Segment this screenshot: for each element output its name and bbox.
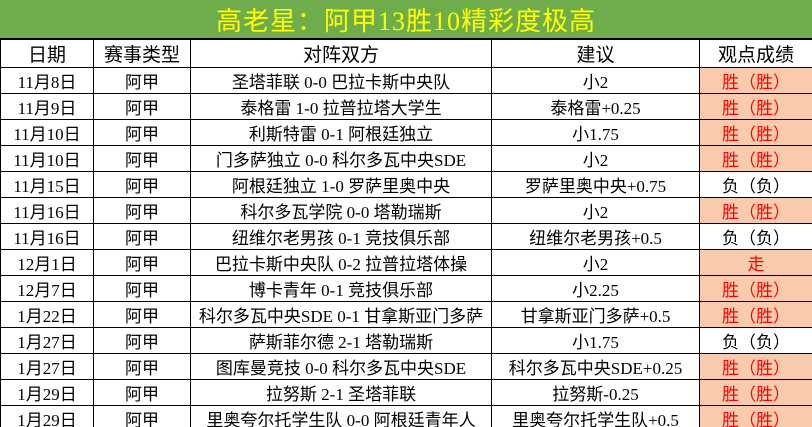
match-cell: 阿根廷独立 1-0 罗萨里奥中央 <box>190 171 492 198</box>
table-row: 11月15日 阿甲 阿根廷独立 1-0 罗萨里奥中央 罗萨里奥中央+0.75 负（负） <box>0 171 812 198</box>
date-cell: 11月8日 <box>0 67 94 94</box>
table-row: 11月8日 阿甲 圣塔菲联 0-0 巴拉卡斯中央队 小2 胜（胜） <box>0 67 812 94</box>
date-cell: 1月27日 <box>0 327 94 354</box>
results-table: 日期 赛事类型 对阵双方 建议 观点成绩 11月8日 阿甲 圣塔菲联 0-0 巴拉卡… <box>0 38 812 427</box>
column-header-league: 赛事类型 <box>93 38 191 68</box>
table-row: 11月9日 阿甲 泰格雷 1-0 拉普拉塔大学生 泰格雷+0.25 胜（胜） <box>0 93 812 120</box>
suggestion-cell: 小1.75 <box>491 119 700 146</box>
column-header-match: 对阵双方 <box>190 38 492 68</box>
match-cell: 科尔多瓦中央SDE 0-1 甘拿斯亚门多萨 <box>190 301 492 328</box>
match-cell: 萨斯菲尔德 2-1 塔勒瑞斯 <box>190 327 492 354</box>
league-cell: 阿甲 <box>93 93 191 120</box>
suggestion-cell: 小2 <box>491 249 700 276</box>
suggestion-cell: 小2 <box>491 67 700 94</box>
suggestion-cell: 小2.25 <box>491 275 700 302</box>
date-cell: 11月9日 <box>0 93 94 120</box>
league-cell: 阿甲 <box>93 223 191 250</box>
table-row: 1月22日 阿甲 科尔多瓦中央SDE 0-1 甘拿斯亚门多萨 甘拿斯亚门多萨+0.5 胜… <box>0 301 812 328</box>
league-cell: 阿甲 <box>93 171 191 198</box>
date-cell: 1月29日 <box>0 379 94 406</box>
match-cell: 拉努斯 2-1 圣塔菲联 <box>190 379 492 406</box>
date-cell: 11月10日 <box>0 119 94 146</box>
suggestion-cell: 小2 <box>491 197 700 224</box>
league-cell: 阿甲 <box>93 353 191 380</box>
date-cell: 11月10日 <box>0 145 94 172</box>
results-table-header: 日期 赛事类型 对阵双方 建议 观点成绩 <box>0 38 812 68</box>
match-cell: 巴拉卡斯中央队 0-2 拉普拉塔体操 <box>190 249 492 276</box>
date-cell: 11月16日 <box>0 197 94 224</box>
date-cell: 11月15日 <box>0 171 94 198</box>
match-cell: 圣塔菲联 0-0 巴拉卡斯中央队 <box>190 67 492 94</box>
suggestion-cell: 科尔多瓦中央SDE+0.25 <box>491 353 700 380</box>
table-row: 1月29日 阿甲 里奥夸尔托学生队 0-0 阿根廷青年人 里奥夸尔托学生队+0.5 胜（… <box>0 405 812 427</box>
result-cell: 胜（胜） <box>699 197 812 224</box>
suggestion-cell: 罗萨里奥中央+0.75 <box>491 171 700 198</box>
column-header-date: 日期 <box>0 38 94 68</box>
date-cell: 12月1日 <box>0 249 94 276</box>
suggestion-cell: 泰格雷+0.25 <box>491 93 700 120</box>
table-row: 1月27日 阿甲 图库曼竞技 0-0 科尔多瓦中央SDE 科尔多瓦中央SDE+0.25… <box>0 353 812 380</box>
suggestion-cell: 甘拿斯亚门多萨+0.5 <box>491 301 700 328</box>
date-cell: 11月16日 <box>0 223 94 250</box>
result-cell: 胜（胜） <box>699 93 812 120</box>
suggestion-cell: 拉努斯-0.25 <box>491 379 700 406</box>
league-cell: 阿甲 <box>93 67 191 94</box>
page-title: 高老星：阿甲13胜10精彩度极高 <box>215 6 596 36</box>
league-cell: 阿甲 <box>93 275 191 302</box>
header-row: 日期 赛事类型 对阵双方 建议 观点成绩 <box>0 38 812 68</box>
table-row: 11月10日 阿甲 利斯特雷 0-1 阿根廷独立 小1.75 胜（胜） <box>0 119 812 146</box>
match-cell: 博卡青年 0-1 竞技俱乐部 <box>190 275 492 302</box>
result-cell: 负（负） <box>699 223 812 250</box>
table-row: 11月16日 阿甲 纽维尔老男孩 0-1 竞技俱乐部 纽维尔老男孩+0.5 负（负） <box>0 223 812 250</box>
suggestion-cell: 里奥夸尔托学生队+0.5 <box>491 405 700 427</box>
league-cell: 阿甲 <box>93 379 191 406</box>
column-header-result: 观点成绩 <box>699 38 812 68</box>
league-cell: 阿甲 <box>93 327 191 354</box>
match-cell: 纽维尔老男孩 0-1 竞技俱乐部 <box>190 223 492 250</box>
match-cell: 门多萨独立 0-0 科尔多瓦中央SDE <box>190 145 492 172</box>
match-cell: 科尔多瓦学院 0-0 塔勒瑞斯 <box>190 197 492 224</box>
result-cell: 胜（胜） <box>699 275 812 302</box>
date-cell: 1月27日 <box>0 353 94 380</box>
result-cell: 胜（胜） <box>699 145 812 172</box>
table-row: 1月29日 阿甲 拉努斯 2-1 圣塔菲联 拉努斯-0.25 胜（胜） <box>0 379 812 406</box>
results-table-body: 11月8日 阿甲 圣塔菲联 0-0 巴拉卡斯中央队 小2 胜（胜） 11月9日 阿甲 泰格雷 … <box>0 67 812 427</box>
league-cell: 阿甲 <box>93 145 191 172</box>
league-cell: 阿甲 <box>93 197 191 224</box>
result-cell: 走 <box>699 249 812 276</box>
result-cell: 胜（胜） <box>699 353 812 380</box>
result-cell: 胜（胜） <box>699 301 812 328</box>
suggestion-cell: 小2 <box>491 145 700 172</box>
league-cell: 阿甲 <box>93 119 191 146</box>
result-cell: 负（负） <box>699 171 812 198</box>
match-cell: 图库曼竞技 0-0 科尔多瓦中央SDE <box>190 353 492 380</box>
league-cell: 阿甲 <box>93 249 191 276</box>
result-cell: 胜（胜） <box>699 119 812 146</box>
suggestion-cell: 小1.75 <box>491 327 700 354</box>
result-cell: 负（负） <box>699 327 812 354</box>
match-cell: 里奥夸尔托学生队 0-0 阿根廷青年人 <box>190 405 492 427</box>
league-cell: 阿甲 <box>93 405 191 427</box>
league-cell: 阿甲 <box>93 301 191 328</box>
table-row: 12月7日 阿甲 博卡青年 0-1 竞技俱乐部 小2.25 胜（胜） <box>0 275 812 302</box>
date-cell: 1月22日 <box>0 301 94 328</box>
result-cell: 胜（胜） <box>699 379 812 406</box>
table-row: 1月27日 阿甲 萨斯菲尔德 2-1 塔勒瑞斯 小1.75 负（负） <box>0 327 812 354</box>
date-cell: 12月7日 <box>0 275 94 302</box>
table-row: 11月16日 阿甲 科尔多瓦学院 0-0 塔勒瑞斯 小2 胜（胜） <box>0 197 812 224</box>
column-header-suggestion: 建议 <box>491 38 700 68</box>
result-cell: 胜（胜） <box>699 67 812 94</box>
table-row: 11月10日 阿甲 门多萨独立 0-0 科尔多瓦中央SDE 小2 胜（胜） <box>0 145 812 172</box>
title-bar: 高老星：阿甲13胜10精彩度极高 <box>0 0 812 38</box>
date-cell: 1月29日 <box>0 405 94 427</box>
match-cell: 利斯特雷 0-1 阿根廷独立 <box>190 119 492 146</box>
match-cell: 泰格雷 1-0 拉普拉塔大学生 <box>190 93 492 120</box>
table-row: 12月1日 阿甲 巴拉卡斯中央队 0-2 拉普拉塔体操 小2 走 <box>0 249 812 276</box>
result-cell: 胜（胜） <box>699 405 812 427</box>
suggestion-cell: 纽维尔老男孩+0.5 <box>491 223 700 250</box>
